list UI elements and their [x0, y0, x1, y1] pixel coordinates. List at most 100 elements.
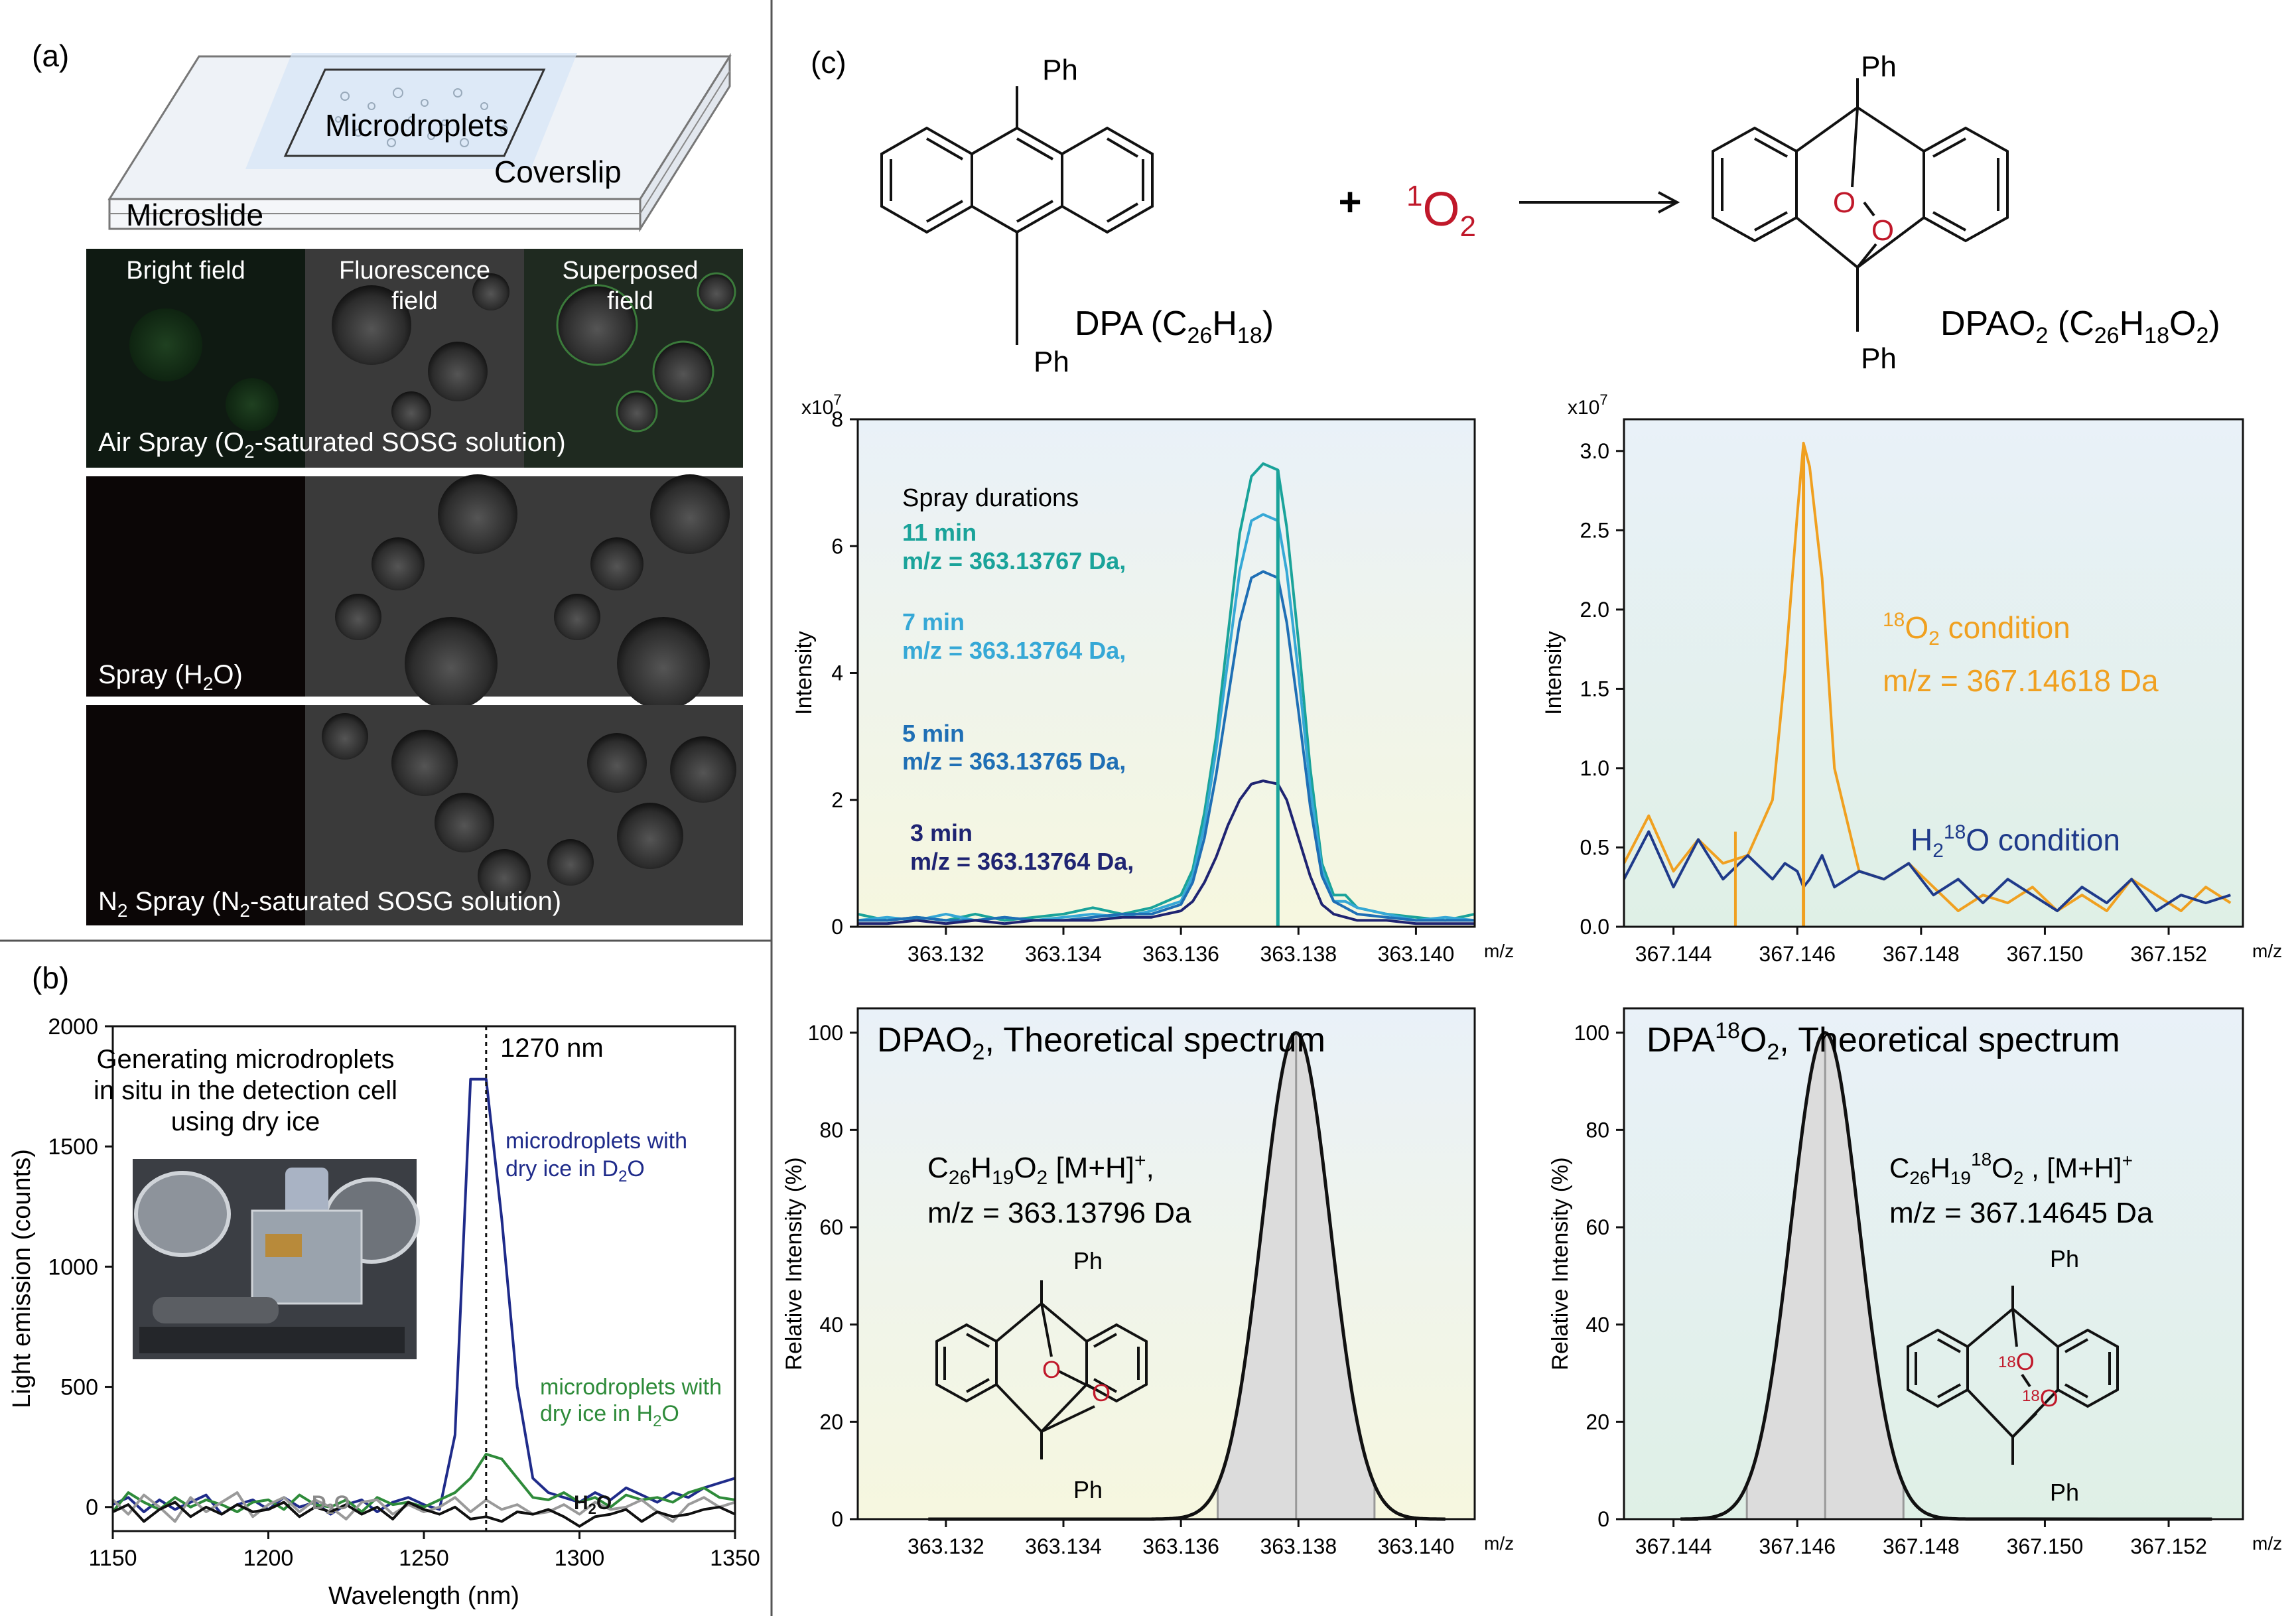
plot-background [1624, 419, 2243, 927]
panel-a-label: (a) [32, 38, 69, 73]
microscopy-row-air: Bright field Fluorescence field Superpos… [86, 249, 743, 468]
th1-ph-top: Ph [1073, 1247, 1103, 1274]
x-tick-label: 367.148 [1883, 1534, 1960, 1558]
x-axis-label: m/z [1484, 941, 1514, 961]
peak-curve [928, 1031, 1446, 1521]
x-tick-label: 363.134 [1025, 942, 1102, 966]
x-axis-label: m/z [2252, 1533, 2282, 1554]
th1-mz: m/z = 363.13796 Da [927, 1197, 1191, 1229]
microscopy-row-n2: N2 Spray (N2-saturated SOSG solution) [86, 705, 743, 925]
th1-formula: C26H19O2 [M+H]+, [927, 1150, 1154, 1189]
ms1-entry-3-time: 3 min [910, 819, 973, 846]
y-axis-label: Relative Intensity (%) [781, 1157, 807, 1370]
inset-line-3: using dry ice [171, 1107, 320, 1136]
th2-o-2: 18O [2022, 1384, 2059, 1412]
chart-ms-363: 363.132 363.134 363.136 363.138 363.140 0 2 4 6 8… [791, 391, 1514, 966]
panel-b-label: (b) [32, 961, 69, 995]
plot-background [858, 419, 1475, 927]
th2-ph-bottom: Ph [2050, 1479, 2079, 1506]
h2o18-condition: H218O condition [1911, 821, 2120, 862]
plot-frame [856, 1007, 1476, 1520]
ms1-legend-title: Spray durations [902, 484, 1079, 512]
series-line [858, 570, 1475, 922]
y-tick-label: 80 [1586, 1118, 1609, 1142]
label-h2o: H2O [574, 1492, 612, 1517]
dpao2-structure [1712, 78, 2009, 332]
dpa-ph-bottom: Ph [1034, 346, 1069, 378]
th2-structure [1907, 1286, 2119, 1465]
dpao2-ph-top: Ph [1861, 50, 1897, 83]
x-tick-label: 363.140 [1378, 942, 1455, 966]
x-tick-label: 363.132 [908, 942, 984, 966]
x-tick-label: 367.144 [1635, 942, 1712, 966]
y-tick-label: 20 [1586, 1410, 1609, 1434]
y-tick-label: 0 [1597, 1507, 1609, 1531]
column-header-fluorescence: Fluorescence [339, 257, 490, 285]
th2-formula: C26H1918O2 , [M+H]+ [1889, 1149, 2133, 1188]
x-tick-label: 367.146 [1759, 942, 1836, 966]
column-header-superposed: Superposed [563, 257, 699, 285]
o18-mz: m/z = 367.14618 Da [1883, 663, 2159, 698]
row-caption-air: Air Spray (O2-saturated SOSG solution) [98, 428, 566, 462]
column-header-fluorescence-2: field [391, 287, 438, 315]
y-axis-label: Light emission (counts) [8, 1149, 36, 1408]
ms1-entry-7-mz: m/z = 363.13764 Da, [902, 637, 1126, 664]
series-group [858, 462, 1475, 925]
th1-structure [935, 1280, 1148, 1459]
microdroplets-label: Microdroplets [325, 108, 508, 143]
ms2-annotations: 18O2 condition m/z = 367.14618 Da H218O … [1883, 609, 2159, 862]
x-tick-label: 363.140 [1378, 1534, 1455, 1558]
dpao2-o-2: O [1871, 214, 1894, 247]
microslide-diagram: Microdroplets Coverslip Microslide [107, 52, 732, 233]
y-tick-label: 4 [831, 661, 843, 685]
x-axis-label: Wavelength (nm) [328, 1582, 519, 1610]
y-tick-label: 20 [819, 1410, 843, 1434]
annot-h2o-2: dry ice in H2O [540, 1401, 679, 1430]
x-tick-label: 367.150 [2007, 1534, 2084, 1558]
label-d2o: D2O [312, 1492, 350, 1517]
th1-ph-bottom: Ph [1073, 1476, 1103, 1503]
th1-title: DPAO2, Theoretical spectrum [877, 1021, 1325, 1065]
x-tick-label: 363.136 [1142, 942, 1219, 966]
marker-label: 1270 nm [500, 1034, 604, 1063]
series-line [113, 1077, 735, 1516]
y-tick-label: 100 [1574, 1021, 1609, 1045]
y-multiplier: x107 [801, 391, 842, 419]
y-tick-label: 6 [831, 534, 843, 558]
series-group [113, 1077, 735, 1528]
plot-frame [856, 418, 1476, 928]
ms1-legend: Spray durations 11 min m/z = 363.13767 D… [902, 484, 1134, 875]
th2-o-1: 18O [1998, 1348, 2035, 1375]
panel-b-annotations: Generating microdroplets in situ in the … [94, 1034, 722, 1517]
x-axis-label: m/z [1484, 1533, 1514, 1554]
x-tick-label: 1250 [399, 1546, 449, 1571]
y-tick-label: 1000 [48, 1254, 98, 1280]
th1-o-2: O [1092, 1379, 1111, 1406]
th2-mz: m/z = 367.14645 Da [1889, 1197, 2153, 1229]
x-tick-label: 363.138 [1260, 1534, 1337, 1558]
y-tick-label: 100 [808, 1021, 843, 1045]
plot-frame [111, 1025, 736, 1532]
x-tick-label: 367.152 [2130, 942, 2207, 966]
th2-title: DPA18O2, Theoretical spectrum [1647, 1018, 2120, 1065]
y-tick-label: 0.5 [1580, 836, 1609, 860]
y-multiplier: x107 [1568, 391, 1608, 419]
y-tick-label: 3.0 [1580, 439, 1609, 463]
x-tick-label: 363.134 [1025, 1534, 1102, 1558]
ms1-entry-7-time: 7 min [902, 608, 965, 636]
microslide-label: Microslide [126, 198, 263, 232]
panel-c-label: (c) [811, 45, 846, 80]
plot-background [1624, 1008, 2243, 1519]
series-group [1624, 441, 2232, 913]
y-axis-label: Relative Intensity (%) [1548, 1157, 1573, 1370]
y-tick-label: 0 [831, 1507, 843, 1531]
annot-d2o-1: microdroplets with [506, 1128, 687, 1154]
th2-annotations: DPA18O2, Theoretical spectrum C26H1918O2… [1647, 1018, 2153, 1506]
y-tick-label: 0.0 [1580, 915, 1609, 939]
droplet-pattern [129, 272, 736, 433]
y-tick-label: 2.0 [1580, 598, 1609, 622]
x-tick-label: 1200 [243, 1546, 294, 1571]
inset-line-2: in situ in the detection cell [94, 1076, 397, 1105]
y-tick-label: 40 [1586, 1313, 1609, 1337]
y-axis-label: Intensity [1541, 631, 1566, 715]
